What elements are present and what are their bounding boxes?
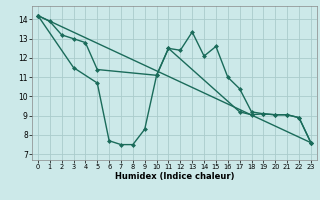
X-axis label: Humidex (Indice chaleur): Humidex (Indice chaleur) bbox=[115, 172, 234, 181]
